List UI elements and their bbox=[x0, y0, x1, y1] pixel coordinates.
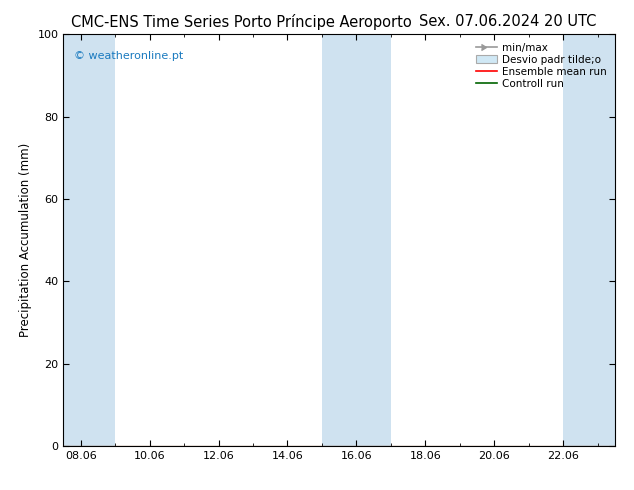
Bar bbox=[563, 34, 615, 446]
Text: Sex. 07.06.2024 20 UTC: Sex. 07.06.2024 20 UTC bbox=[418, 14, 596, 29]
Legend: min/max, Desvio padr tilde;o, Ensemble mean run, Controll run: min/max, Desvio padr tilde;o, Ensemble m… bbox=[473, 40, 610, 92]
Bar bbox=[322, 34, 391, 446]
Text: CMC-ENS Time Series Porto Príncipe Aeroporto: CMC-ENS Time Series Porto Príncipe Aerop… bbox=[70, 14, 411, 30]
Bar bbox=[63, 34, 115, 446]
Y-axis label: Precipitation Accumulation (mm): Precipitation Accumulation (mm) bbox=[19, 143, 32, 337]
Text: © weatheronline.pt: © weatheronline.pt bbox=[74, 51, 184, 61]
